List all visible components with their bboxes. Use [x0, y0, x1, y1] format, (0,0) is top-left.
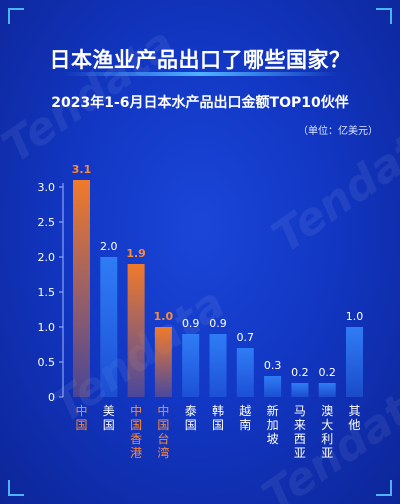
x-tick-label: 新	[267, 403, 279, 418]
x-tick-label: 利	[321, 432, 333, 446]
bar	[264, 376, 282, 397]
bar	[154, 327, 172, 397]
bar	[236, 348, 254, 397]
x-tick-label: 国	[75, 418, 87, 432]
x-tick-label: 大	[321, 418, 333, 432]
y-tick-label: 0.5	[38, 356, 56, 369]
x-tick-label: 坡	[267, 432, 279, 446]
x-tick-label: 中	[130, 403, 142, 418]
data-label: 1.0	[346, 310, 364, 323]
data-label: 0.2	[291, 366, 309, 379]
data-label: 0.7	[237, 331, 255, 344]
bar	[209, 334, 227, 397]
x-tick-label: 韩	[212, 403, 224, 418]
unit-label: （单位：亿美元）	[298, 126, 378, 137]
x-tick-label: 湾	[157, 445, 169, 460]
x-tick-label: 来	[294, 418, 306, 432]
data-label: 0.9	[209, 317, 227, 330]
data-label: 3.1	[72, 163, 92, 176]
corner-decoration	[376, 8, 392, 24]
y-tick-label: 2.5	[38, 216, 56, 229]
bar	[291, 383, 309, 397]
x-tick-label: 其	[348, 404, 360, 418]
data-label: 0.9	[182, 317, 200, 330]
bar	[182, 334, 200, 397]
corner-decoration	[8, 8, 24, 24]
corner-decoration	[8, 480, 24, 496]
title-underline	[62, 72, 338, 76]
x-tick-label: 国	[103, 418, 115, 432]
x-tick-label: 越	[239, 404, 251, 418]
bar	[346, 327, 363, 397]
data-label: 0.3	[264, 359, 282, 372]
x-tick-label: 澳	[321, 404, 333, 418]
x-tick-label: 美	[103, 404, 115, 418]
x-tick-label: 他	[348, 418, 360, 432]
x-tick-label: 中	[157, 403, 169, 418]
x-tick-label: 国	[157, 418, 169, 432]
data-label: 1.0	[154, 310, 174, 323]
data-label: 1.9	[126, 247, 146, 260]
x-tick-label: 西	[294, 432, 306, 446]
bar	[100, 257, 118, 397]
x-tick-label: 马	[294, 404, 306, 418]
y-tick-label: 3.0	[38, 181, 56, 194]
x-tick-label: 加	[267, 418, 279, 432]
corner-decoration	[376, 480, 392, 496]
x-tick-label: 国	[185, 418, 197, 432]
y-tick-label: 1.0	[38, 321, 56, 334]
chart-subtitle: 2023年1-6月日本水产品出口金额TOP10伙伴	[51, 95, 349, 111]
y-tick-label: 2.0	[38, 251, 56, 264]
x-tick-label: 国	[130, 418, 142, 432]
bar	[73, 180, 90, 397]
x-tick-label: 亚	[294, 446, 306, 460]
x-tick-label: 台	[157, 431, 169, 446]
x-tick-label: 港	[130, 446, 142, 460]
page-title: 日本渔业产品出口了哪些国家？	[49, 48, 351, 72]
x-tick-label: 泰	[185, 404, 197, 418]
x-tick-label: 亚	[321, 446, 333, 460]
y-tick-label: 1.5	[38, 286, 56, 299]
x-tick-label: 香	[130, 432, 142, 446]
y-tick-label: 0	[48, 391, 55, 404]
bar	[318, 383, 336, 397]
data-label: 0.2	[318, 366, 336, 379]
x-tick-label: 中	[75, 403, 87, 418]
x-tick-label: 国	[212, 418, 224, 432]
bar	[127, 264, 145, 397]
x-tick-label: 南	[239, 417, 251, 432]
data-label: 2.0	[100, 240, 118, 253]
